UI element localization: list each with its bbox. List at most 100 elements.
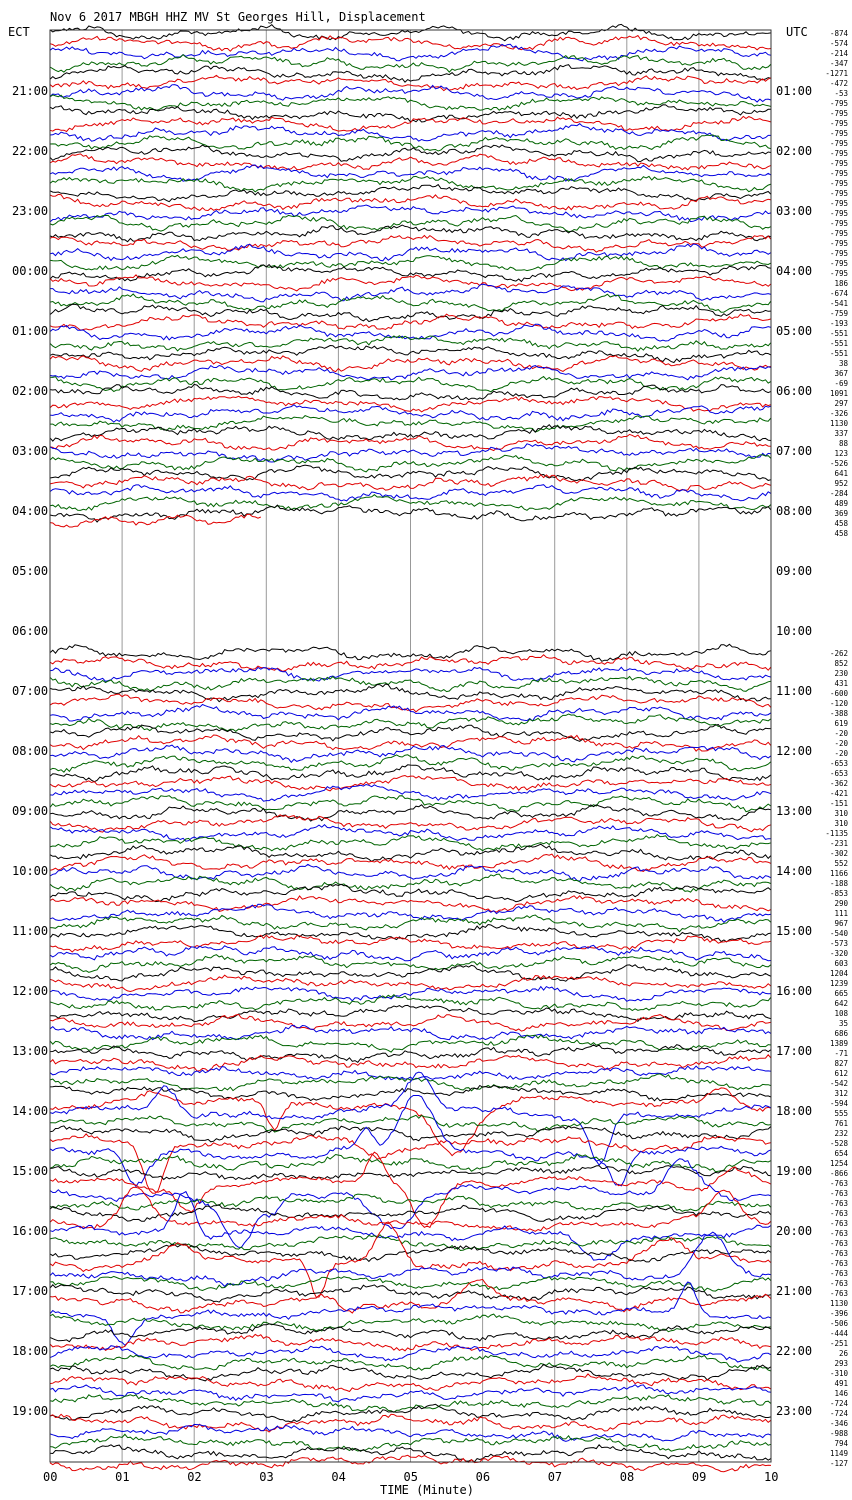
seismic-trace [49, 843, 772, 863]
seismic-trace [49, 1444, 772, 1463]
trace-count-label: 641 [834, 469, 848, 478]
hour-label-left: 07:00 [12, 684, 48, 698]
trace-count-label: -362 [830, 779, 848, 788]
trace-count-label: -866 [830, 1169, 849, 1178]
trace-count-label: 146 [834, 1389, 848, 1398]
trace-count-label: 38 [839, 359, 849, 368]
left-hour-labels: 21:00 22:00 23:00 00:00 01:00 02:00 03:00 04:00… [12, 84, 48, 1418]
hour-label-right: 14:00 [776, 864, 812, 878]
trace-count-label: 88 [839, 439, 849, 448]
seismic-trace [49, 1413, 772, 1433]
minute-tick-label: 07 [548, 1470, 562, 1484]
seismic-trace [49, 254, 772, 272]
seismic-trace [49, 433, 772, 452]
seismic-trace [49, 1071, 772, 1166]
trace-count-label: -551 [830, 349, 848, 358]
seismic-trace [49, 944, 772, 962]
hour-label-right: 06:00 [776, 384, 812, 398]
trace-count-label: 123 [834, 449, 848, 458]
hour-label-left: 08:00 [12, 744, 48, 758]
trace-count-label: -795 [830, 139, 848, 148]
seismic-trace [49, 1013, 772, 1032]
trace-count-label: -795 [830, 239, 848, 248]
seismic-trace [49, 123, 771, 142]
trace-count-label: 458 [834, 519, 848, 528]
seismic-trace [49, 1323, 772, 1343]
trace-count-label: 827 [834, 1059, 848, 1068]
hour-label-right: 09:00 [776, 564, 812, 578]
seismic-trace [49, 94, 772, 112]
seismic-trace [49, 355, 772, 373]
seismic-trace [49, 934, 772, 953]
seismic-trace [49, 323, 772, 342]
seismic-trace [49, 395, 772, 413]
trace-count-label: 26 [839, 1349, 849, 1358]
trace-count-label: -795 [830, 109, 848, 118]
right-timezone-label: UTC [786, 25, 808, 39]
seismic-trace [49, 1065, 772, 1081]
seismic-trace [49, 744, 772, 764]
seismic-trace [49, 1073, 772, 1092]
trace-count-label: 794 [834, 1439, 848, 1448]
hour-label-left: 10:00 [12, 864, 48, 878]
seismic-trace [49, 234, 772, 253]
trace-count-label: 297 [834, 399, 848, 408]
trace-count-label: -69 [834, 379, 848, 388]
plot-frame [49, 29, 772, 1463]
trace-count-label: 312 [834, 1089, 848, 1098]
seismic-trace [49, 404, 772, 423]
trace-count-label: -53 [834, 89, 848, 98]
seismic-trace [49, 1333, 772, 1352]
trace-count-label: -421 [830, 789, 848, 798]
trace-count-label: -444 [830, 1329, 849, 1338]
seismic-trace [49, 754, 772, 773]
seismic-trace [49, 693, 772, 713]
seismic-trace [49, 224, 772, 243]
seismic-trace [49, 643, 772, 662]
trace-count-label: -795 [830, 229, 848, 238]
trace-count-label: 612 [834, 1069, 848, 1078]
trace-count-label: -20 [834, 739, 848, 748]
trace-count-label: 852 [834, 659, 848, 668]
seismic-trace [49, 994, 772, 1012]
seismic-trace [49, 183, 772, 203]
seismic-trace [49, 1221, 772, 1298]
seismic-trace [49, 1151, 772, 1229]
hour-label-left: 11:00 [12, 924, 48, 938]
trace-count-label: -763 [830, 1219, 848, 1228]
seismic-trace [49, 654, 772, 672]
hour-label-left: 04:00 [12, 504, 48, 518]
seismic-trace [49, 64, 772, 83]
hour-label-right: 18:00 [776, 1104, 812, 1118]
seismic-trace [49, 974, 772, 993]
trace-count-label: 458 [834, 529, 848, 538]
hour-label-right: 21:00 [776, 1284, 812, 1298]
seismic-trace [49, 1281, 772, 1347]
trace-count-label: -347 [830, 59, 848, 68]
seismic-trace [49, 1186, 772, 1232]
trace-count-label: 111 [834, 909, 848, 918]
seismic-trace [49, 1373, 772, 1393]
seismic-trace [49, 1231, 772, 1288]
seismic-trace [49, 1125, 772, 1143]
seismic-trace [49, 313, 772, 331]
hour-label-right: 12:00 [776, 744, 812, 758]
seismic-trace [49, 1024, 772, 1041]
hour-label-left: 01:00 [12, 324, 48, 338]
trace-count-label: -795 [830, 189, 848, 198]
seismic-trace [49, 1158, 772, 1249]
trace-count-label: -472 [830, 79, 848, 88]
seismic-trace [49, 43, 772, 62]
trace-count-label: -594 [830, 1099, 849, 1108]
trace-count-label: -763 [830, 1289, 848, 1298]
trace-count-label: 952 [834, 479, 848, 488]
trace-count-label: -1271 [825, 69, 848, 78]
trace-count-label: -763 [830, 1269, 848, 1278]
hour-label-right: 04:00 [776, 264, 812, 278]
trace-count-label: -763 [830, 1259, 848, 1268]
hour-label-right: 10:00 [776, 624, 812, 638]
trace-count-label: -874 [830, 29, 849, 38]
trace-count-label: 552 [834, 859, 848, 868]
seismic-trace [49, 1084, 772, 1102]
trace-count-label: 310 [834, 819, 848, 828]
